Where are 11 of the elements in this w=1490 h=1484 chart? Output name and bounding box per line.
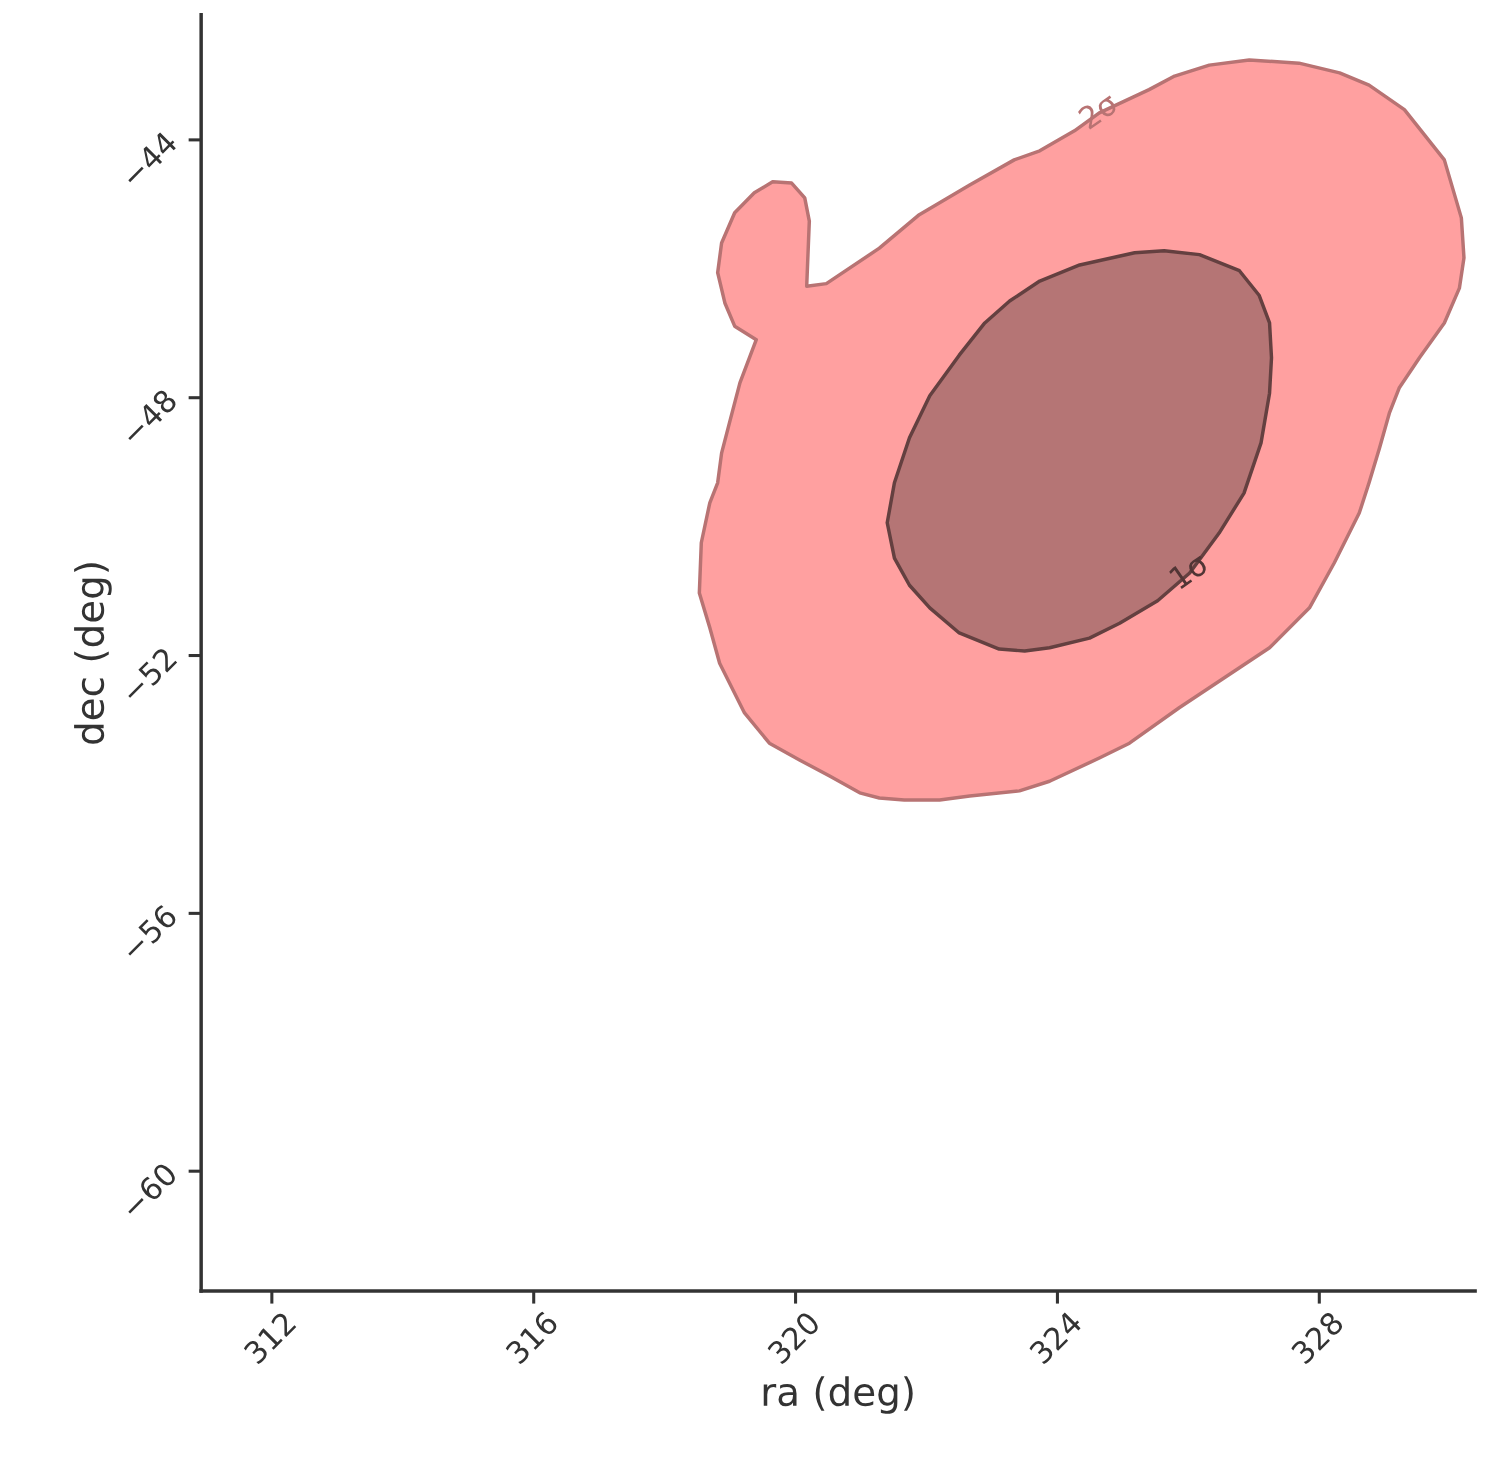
x-tick-label: 320: [766, 1310, 822, 1365]
x-axis-title: ra (deg): [763, 1376, 913, 1414]
y-tick-label: −44: [120, 130, 179, 188]
x-tick-label: 328: [1290, 1310, 1345, 1365]
annotation: 1σ: [1168, 551, 1210, 590]
x-tick-label: 312: [242, 1310, 297, 1365]
y-tick-label: −60: [119, 1161, 179, 1220]
y-tick-label: −56: [119, 903, 179, 962]
y-tick-label: −48: [119, 387, 179, 447]
y-axis-title: dec (deg): [74, 563, 112, 744]
y-tick-label: −52: [119, 646, 178, 704]
